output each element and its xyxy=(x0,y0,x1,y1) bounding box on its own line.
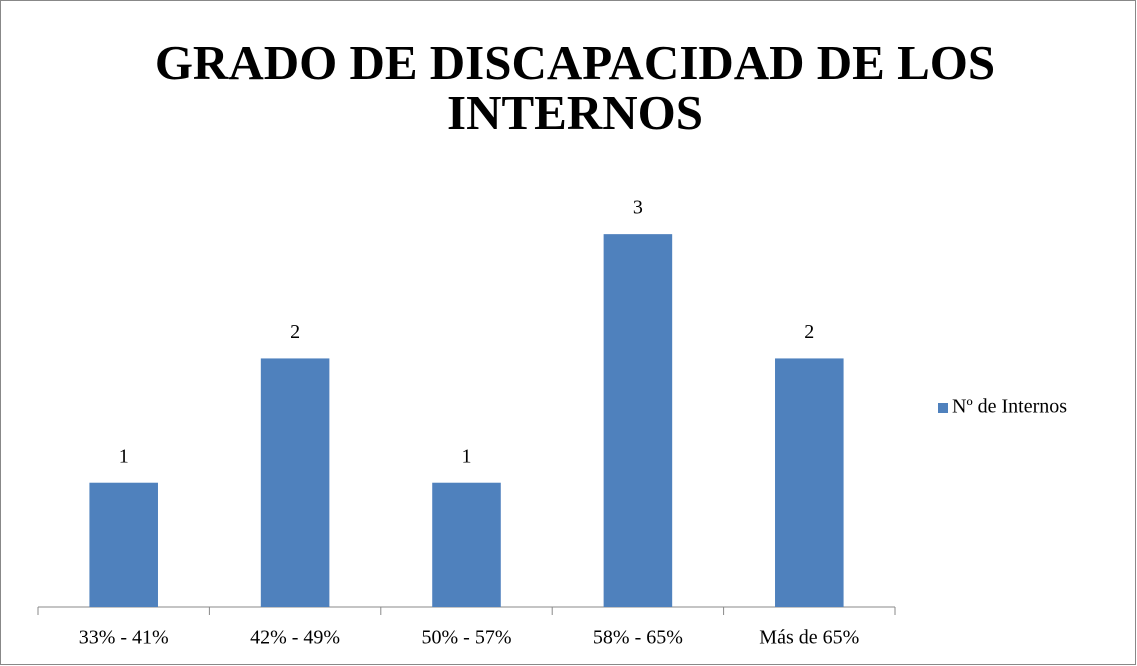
bar xyxy=(260,358,330,607)
data-label: 2 xyxy=(804,321,814,343)
data-label: 1 xyxy=(462,445,472,467)
x-tick-label: 50% - 57% xyxy=(422,627,512,649)
legend-label: Nº de Internos xyxy=(952,396,1067,418)
x-tick-label: 33% - 41% xyxy=(79,627,169,649)
bar xyxy=(432,482,501,607)
data-label: 3 xyxy=(633,197,643,219)
data-label: 1 xyxy=(119,445,129,467)
x-tick-label: Más de 65% xyxy=(759,627,859,649)
x-tick-label: 42% - 49% xyxy=(250,627,340,649)
bar xyxy=(603,234,673,607)
chart-title: GRADO DE DISCAPACIDAD DE LOS INTERNOS xyxy=(154,35,996,140)
data-label: 2 xyxy=(290,321,300,343)
bar xyxy=(89,482,158,607)
x-tick-label: 58% - 65% xyxy=(593,627,683,649)
bar xyxy=(775,358,844,607)
legend-swatch xyxy=(938,403,948,413)
